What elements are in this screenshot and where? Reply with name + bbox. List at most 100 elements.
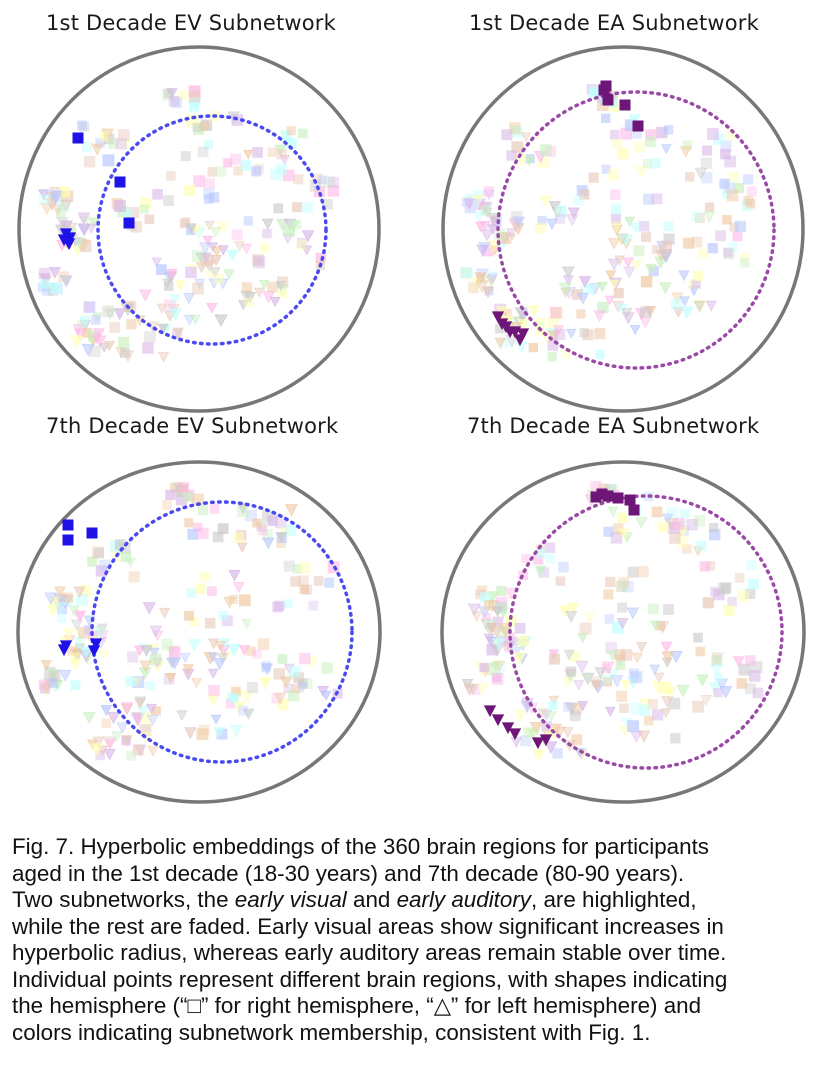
faded-square-point — [256, 521, 267, 532]
mean-radius-ring — [96, 114, 328, 346]
faded-triangle-point — [174, 280, 187, 292]
faded-triangle-point — [194, 278, 206, 290]
faded-square-point — [694, 213, 705, 224]
faded-triangle-point — [487, 273, 499, 284]
faded-square-point — [204, 617, 216, 629]
faded-square-point — [686, 518, 698, 531]
faded-square-point — [712, 588, 725, 601]
faded-triangle-point — [72, 236, 86, 250]
faded-square-point — [506, 150, 517, 161]
faded-square-point — [569, 710, 581, 722]
faded-square-point — [483, 600, 494, 611]
faded-triangle-point — [590, 679, 603, 692]
poincare-disk-boundary — [441, 45, 805, 413]
faded-triangle-point — [169, 294, 181, 305]
faded-square-point — [750, 661, 763, 673]
faded-square-point — [277, 698, 289, 710]
faded-square-point — [39, 194, 50, 205]
faded-triangle-point — [209, 226, 222, 238]
faded-square-point — [184, 184, 196, 196]
caption-line: while the rest are faded. Early visual a… — [12, 913, 724, 939]
faded-square-point — [495, 323, 505, 334]
faded-square-point — [233, 165, 243, 176]
faded-triangle-point — [49, 190, 63, 203]
faded-triangle-point — [653, 672, 665, 684]
faded-square-point — [537, 708, 548, 718]
faded-square-point — [520, 735, 532, 747]
faded-square-point — [746, 186, 757, 197]
faded-square-point — [554, 205, 567, 218]
faded-square-point — [650, 158, 661, 169]
faded-square-point — [143, 331, 156, 344]
faded-square-point — [647, 603, 659, 615]
faded-triangle-point — [182, 664, 194, 675]
faded-square-point — [642, 159, 653, 169]
faded-square-point — [78, 626, 91, 639]
faded-triangle-point — [241, 618, 253, 630]
faded-triangle-point — [100, 705, 113, 717]
faded-square-point — [217, 221, 227, 232]
faded-square-point — [77, 320, 87, 330]
faded-square-point — [668, 697, 681, 710]
faded-square-point — [495, 596, 508, 609]
faded-square-point — [204, 178, 216, 189]
embedding-panel-1ev — [17, 45, 381, 413]
faded-square-point — [324, 577, 335, 588]
faded-square-point — [151, 706, 161, 716]
faded-square-point — [729, 222, 739, 232]
faded-square-point — [287, 689, 300, 702]
faded-square-point — [229, 153, 242, 165]
mean-radius-ring — [496, 90, 776, 370]
faded-square-point — [127, 651, 139, 663]
faded-square-point — [275, 163, 287, 175]
faded-triangle-point — [168, 657, 182, 670]
faded-square-point — [101, 718, 112, 729]
faded-square-point — [643, 193, 655, 205]
faded-square-point — [707, 128, 719, 140]
highlight-triangle-point — [503, 326, 517, 339]
faded-square-point — [537, 216, 547, 226]
faded-square-point — [58, 271, 69, 283]
faded-square-point — [713, 672, 723, 682]
faded-triangle-point — [553, 726, 566, 739]
faded-square-point — [62, 592, 74, 603]
faded-square-point — [701, 172, 713, 184]
faded-triangle-point — [156, 303, 168, 315]
faded-square-point — [695, 646, 706, 657]
faded-triangle-point — [158, 352, 170, 363]
faded-triangle-point — [566, 328, 577, 339]
faded-square-point — [462, 267, 473, 278]
panel-title-2: 1st Decade EA Subnetwork — [469, 11, 760, 35]
faded-square-point — [93, 547, 105, 559]
faded-square-point — [617, 147, 629, 160]
highlight-triangle-point — [513, 334, 527, 347]
faded-square-point — [79, 240, 92, 253]
faded-square-point — [569, 651, 581, 663]
faded-triangle-point — [47, 669, 60, 681]
faded-triangle-point — [242, 708, 255, 720]
faded-triangle-point — [500, 642, 512, 654]
embedding-panel-1ea — [441, 45, 805, 413]
faded-square-point — [739, 257, 750, 268]
faded-square-point — [627, 720, 640, 732]
faded-square-point — [738, 663, 751, 676]
faded-square-point — [545, 553, 555, 564]
faded-square-point — [290, 576, 301, 587]
faded-square-point — [144, 214, 155, 225]
faded-square-point — [187, 528, 199, 540]
faded-square-point — [168, 646, 181, 658]
faded-triangle-point — [471, 611, 483, 622]
panel-title-4: 7th Decade EA Subnetwork — [467, 414, 760, 438]
faded-square-point — [302, 202, 313, 213]
faded-square-point — [91, 315, 101, 325]
faded-square-point — [713, 133, 725, 145]
faded-square-point — [644, 136, 656, 147]
faded-square-point — [683, 140, 693, 150]
faded-square-point — [275, 516, 287, 529]
faded-triangle-point — [605, 270, 617, 281]
faded-square-point — [59, 186, 71, 198]
faded-square-point — [179, 218, 190, 229]
faded-triangle-point — [561, 727, 574, 739]
faded-square-point — [228, 692, 239, 703]
faded-square-point — [193, 123, 205, 135]
